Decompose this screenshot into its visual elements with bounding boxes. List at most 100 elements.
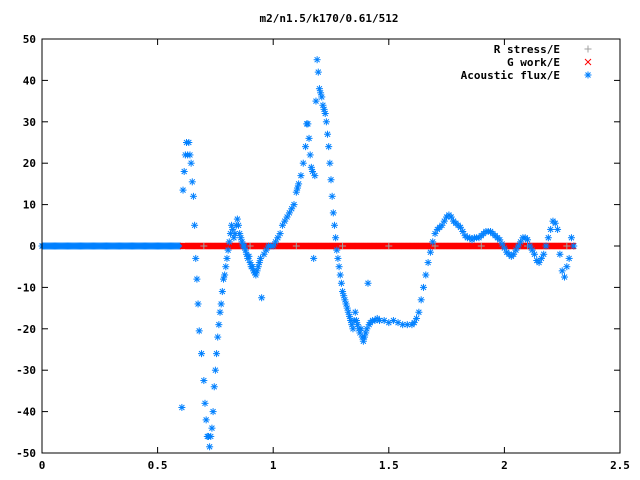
acoustic-flux-point — [225, 238, 233, 246]
acoustic-flux-point — [424, 259, 432, 267]
y-tick-label: 0 — [29, 240, 36, 253]
acoustic-flux-point — [315, 85, 323, 93]
acoustic-flux-point — [233, 215, 241, 223]
acoustic-flux-point — [209, 408, 217, 416]
acoustic-flux-point — [258, 294, 266, 302]
acoustic-flux-point — [217, 300, 225, 308]
legend-label: Acoustic flux/E — [461, 69, 560, 82]
acoustic-flux-point — [191, 221, 199, 229]
y-tick-label: -10 — [16, 281, 36, 294]
x-tick-label: 2 — [501, 459, 508, 472]
acoustic-flux-point — [311, 172, 319, 180]
acoustic-flux-point — [185, 139, 193, 146]
acoustic-flux-point — [413, 314, 421, 322]
acoustic-flux-point — [201, 399, 209, 407]
acoustic-flux-point — [192, 254, 200, 262]
acoustic-flux-point — [422, 271, 430, 279]
acoustic-flux-point — [363, 325, 371, 333]
acoustic-flux-point — [544, 234, 552, 242]
acoustic-flux-point — [312, 97, 320, 105]
y-tick-label: 40 — [23, 74, 36, 87]
acoustic-flux-point — [556, 250, 564, 258]
acoustic-flux-point — [310, 254, 318, 262]
acoustic-flux-point — [222, 263, 230, 271]
series-r-stress — [200, 242, 571, 250]
y-axis: 50 40 30 20 10 0 -10 -20 -30 -40 -50 — [16, 33, 620, 460]
acoustic-flux-point — [551, 219, 559, 227]
acoustic-flux-point — [329, 209, 337, 217]
y-tick-label: 30 — [23, 116, 36, 129]
acoustic-flux-point — [188, 178, 196, 186]
acoustic-flux-point — [336, 271, 344, 279]
y-tick-label: -50 — [16, 447, 36, 460]
acoustic-flux-point — [426, 248, 434, 256]
y-tick-label: 50 — [23, 33, 36, 46]
y-tick-label: -40 — [16, 406, 36, 419]
x-tick-label: 1 — [270, 459, 277, 472]
acoustic-flux-point — [180, 167, 188, 175]
acoustic-flux-point — [542, 242, 550, 250]
acoustic-flux-point — [207, 432, 215, 440]
acoustic-flux-point — [276, 230, 284, 238]
acoustic-flux-point — [326, 159, 334, 167]
acoustic-flux-point — [211, 366, 219, 374]
acoustic-flux-point — [187, 159, 195, 167]
acoustic-flux-point — [547, 225, 555, 233]
acoustic-flux-point — [318, 93, 326, 101]
acoustic-flux-point — [563, 263, 571, 271]
acoustic-flux-point — [299, 159, 307, 167]
acoustic-flux-point — [269, 242, 277, 250]
acoustic-flux-point — [200, 377, 208, 385]
acoustic-flux-point — [570, 242, 578, 250]
acoustic-flux-point — [333, 246, 341, 254]
acoustic-flux-point — [565, 254, 573, 262]
acoustic-flux-point — [224, 246, 232, 254]
acoustic-flux-point — [530, 250, 538, 258]
x-axis: 0 0.5 1 1.5 2 2.5 — [39, 39, 630, 472]
acoustic-flux-point — [403, 321, 411, 329]
acoustic-flux-point — [357, 325, 365, 333]
acoustic-flux-point — [328, 192, 336, 200]
x-tick-label: 1.5 — [379, 459, 399, 472]
acoustic-flux-point — [417, 296, 425, 304]
acoustic-flux-point — [321, 110, 329, 118]
acoustic-flux-point — [186, 151, 194, 159]
chart-title: m2/n1.5/k170/0.61/512 — [259, 12, 398, 25]
acoustic-flux-point — [362, 329, 370, 337]
acoustic-flux-point — [281, 217, 289, 225]
acoustic-flux-point — [189, 192, 197, 200]
acoustic-flux-point — [297, 172, 305, 180]
acoustic-flux-point — [215, 321, 223, 329]
acoustic-flux-point — [567, 234, 575, 242]
acoustic-flux-point — [214, 333, 222, 341]
acoustic-flux-point — [218, 288, 226, 296]
acoustic-flux-point — [253, 267, 261, 275]
acoustic-flux-point — [241, 246, 249, 254]
legend-label: R stress/E — [494, 43, 560, 56]
series-acoustic-flux — [178, 56, 578, 451]
series-acoustic-flux-baseline — [38, 242, 184, 250]
acoustic-flux-point — [240, 242, 248, 250]
acoustic-flux-point — [340, 292, 348, 300]
legend-marker — [584, 58, 592, 66]
acoustic-flux-point — [295, 180, 303, 188]
acoustic-flux-point — [332, 234, 340, 242]
acoustic-flux-point — [431, 230, 439, 238]
x-tick-label: 2.5 — [610, 459, 630, 472]
acoustic-flux-point — [415, 308, 423, 316]
plot-frame — [41, 38, 621, 454]
acoustic-flux-point — [334, 254, 342, 262]
acoustic-flux-point — [440, 217, 448, 225]
acoustic-flux-point — [514, 242, 522, 250]
legend-marker — [584, 71, 592, 79]
acoustic-flux-point — [304, 120, 312, 128]
acoustic-flux-point — [194, 300, 202, 308]
acoustic-flux-point — [524, 236, 532, 244]
acoustic-flux-point — [419, 283, 427, 291]
y-tick-label: -20 — [16, 323, 36, 336]
r-stress-point — [292, 242, 300, 250]
r-stress-point — [563, 242, 571, 250]
acoustic-flux-point — [343, 304, 351, 312]
acoustic-flux-point — [210, 383, 218, 391]
